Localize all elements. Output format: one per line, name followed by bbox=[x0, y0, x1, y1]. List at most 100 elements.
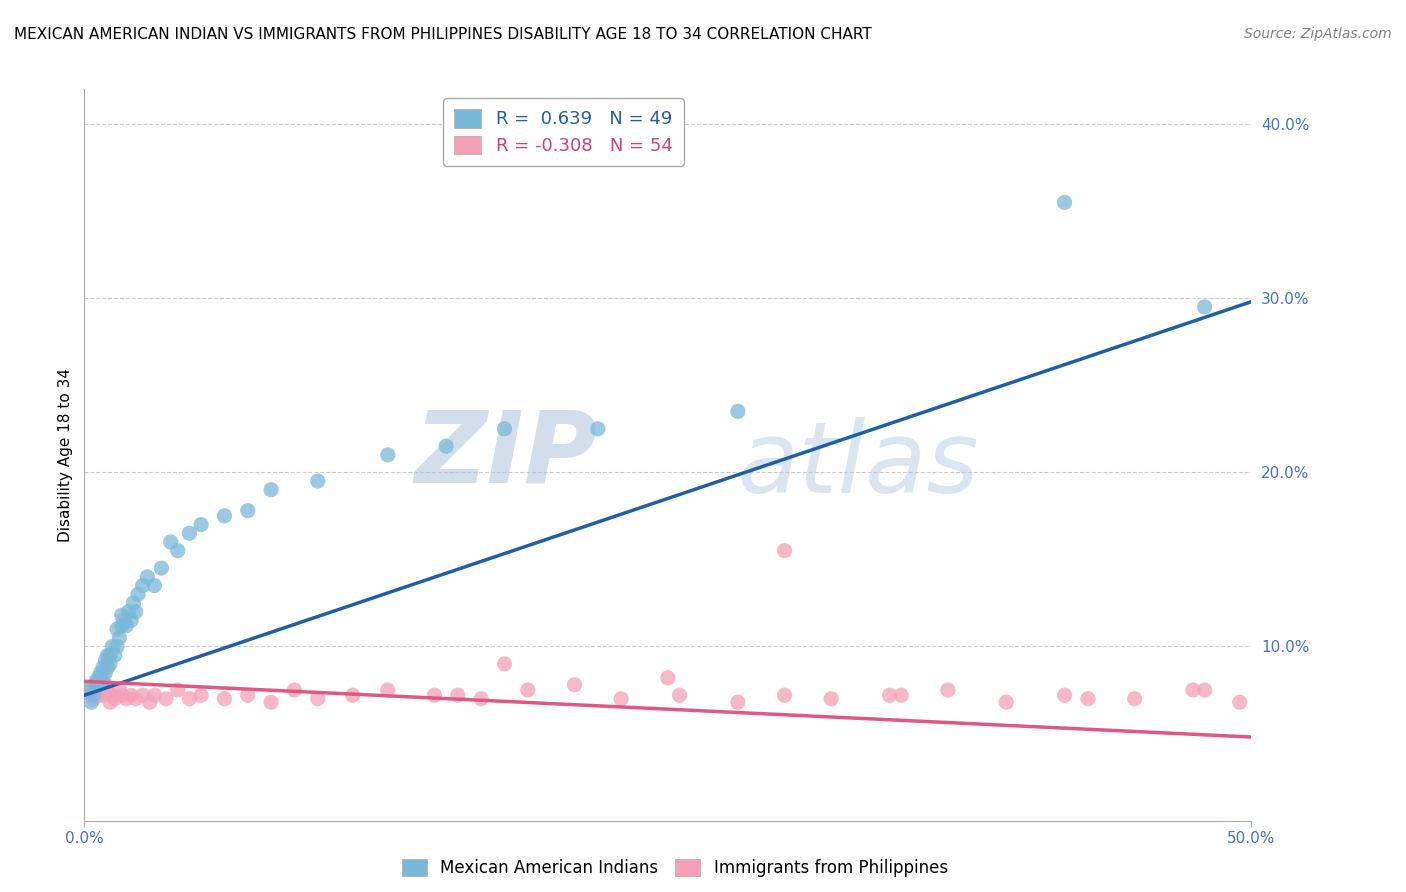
Point bbox=[668, 688, 690, 702]
Point bbox=[108, 683, 131, 698]
Point bbox=[91, 688, 114, 702]
Point bbox=[423, 688, 446, 702]
Point bbox=[87, 688, 110, 702]
Point bbox=[190, 517, 212, 532]
Text: Source: ZipAtlas.com: Source: ZipAtlas.com bbox=[1244, 27, 1392, 41]
Point bbox=[236, 503, 259, 517]
Point bbox=[98, 695, 121, 709]
Point bbox=[516, 683, 538, 698]
Point bbox=[727, 695, 749, 709]
Y-axis label: Disability Age 18 to 34: Disability Age 18 to 34 bbox=[58, 368, 73, 542]
Point bbox=[342, 688, 364, 702]
Point bbox=[564, 678, 586, 692]
Point bbox=[995, 695, 1018, 709]
Point bbox=[111, 688, 134, 702]
Legend: R =  0.639   N = 49, R = -0.308   N = 54: R = 0.639 N = 49, R = -0.308 N = 54 bbox=[443, 98, 683, 166]
Point bbox=[1181, 683, 1204, 698]
Point bbox=[143, 578, 166, 592]
Point bbox=[84, 678, 107, 692]
Point bbox=[1123, 691, 1146, 706]
Text: atlas: atlas bbox=[738, 417, 980, 515]
Point bbox=[97, 648, 120, 663]
Point bbox=[283, 683, 305, 698]
Point bbox=[434, 439, 457, 453]
Point bbox=[118, 605, 141, 619]
Point bbox=[90, 683, 112, 698]
Point bbox=[108, 631, 131, 645]
Point bbox=[179, 526, 201, 541]
Point bbox=[657, 671, 679, 685]
Point bbox=[1229, 695, 1251, 709]
Point bbox=[166, 543, 188, 558]
Point bbox=[132, 688, 155, 702]
Point bbox=[1053, 195, 1076, 210]
Point bbox=[820, 691, 842, 706]
Point bbox=[90, 678, 112, 692]
Point bbox=[377, 683, 399, 698]
Point bbox=[97, 660, 120, 674]
Point bbox=[115, 691, 138, 706]
Point bbox=[1194, 300, 1216, 314]
Point bbox=[80, 695, 103, 709]
Point bbox=[136, 570, 159, 584]
Point bbox=[610, 691, 633, 706]
Point bbox=[773, 543, 796, 558]
Point bbox=[91, 674, 114, 689]
Point bbox=[125, 691, 148, 706]
Point bbox=[260, 483, 283, 497]
Point bbox=[132, 578, 155, 592]
Point bbox=[122, 596, 145, 610]
Point bbox=[1077, 691, 1099, 706]
Point bbox=[260, 695, 283, 709]
Text: ZIP: ZIP bbox=[415, 407, 598, 503]
Point bbox=[77, 683, 100, 698]
Point bbox=[83, 691, 105, 706]
Point bbox=[84, 674, 107, 689]
Point bbox=[377, 448, 399, 462]
Point bbox=[97, 683, 120, 698]
Point bbox=[1194, 683, 1216, 698]
Point bbox=[104, 648, 127, 663]
Point bbox=[890, 688, 912, 702]
Text: MEXICAN AMERICAN INDIAN VS IMMIGRANTS FROM PHILIPPINES DISABILITY AGE 18 TO 34 C: MEXICAN AMERICAN INDIAN VS IMMIGRANTS FR… bbox=[14, 27, 872, 42]
Point bbox=[87, 671, 110, 685]
Point bbox=[879, 688, 901, 702]
Point bbox=[125, 605, 148, 619]
Point bbox=[1053, 688, 1076, 702]
Legend: Mexican American Indians, Immigrants from Philippines: Mexican American Indians, Immigrants fro… bbox=[395, 852, 955, 884]
Point bbox=[150, 561, 173, 575]
Point bbox=[159, 535, 181, 549]
Point bbox=[101, 688, 124, 702]
Point bbox=[586, 422, 609, 436]
Point bbox=[166, 683, 188, 698]
Point bbox=[84, 678, 107, 692]
Point bbox=[94, 665, 117, 680]
Point bbox=[94, 678, 117, 692]
Point bbox=[143, 688, 166, 702]
Point bbox=[120, 613, 142, 627]
Point bbox=[447, 688, 470, 702]
Point bbox=[214, 691, 236, 706]
Point bbox=[155, 691, 177, 706]
Point bbox=[127, 587, 149, 601]
Point bbox=[727, 404, 749, 418]
Point bbox=[115, 618, 138, 632]
Point bbox=[98, 648, 121, 663]
Point bbox=[98, 657, 121, 671]
Point bbox=[236, 688, 259, 702]
Point bbox=[307, 474, 329, 488]
Point bbox=[83, 688, 105, 702]
Point bbox=[111, 618, 134, 632]
Point bbox=[112, 613, 135, 627]
Point bbox=[120, 688, 142, 702]
Point bbox=[101, 640, 124, 654]
Point bbox=[90, 665, 112, 680]
Point bbox=[494, 422, 516, 436]
Point bbox=[111, 608, 134, 623]
Point bbox=[105, 640, 128, 654]
Point bbox=[773, 688, 796, 702]
Point bbox=[104, 691, 127, 706]
Point bbox=[214, 508, 236, 523]
Point bbox=[936, 683, 959, 698]
Point bbox=[179, 691, 201, 706]
